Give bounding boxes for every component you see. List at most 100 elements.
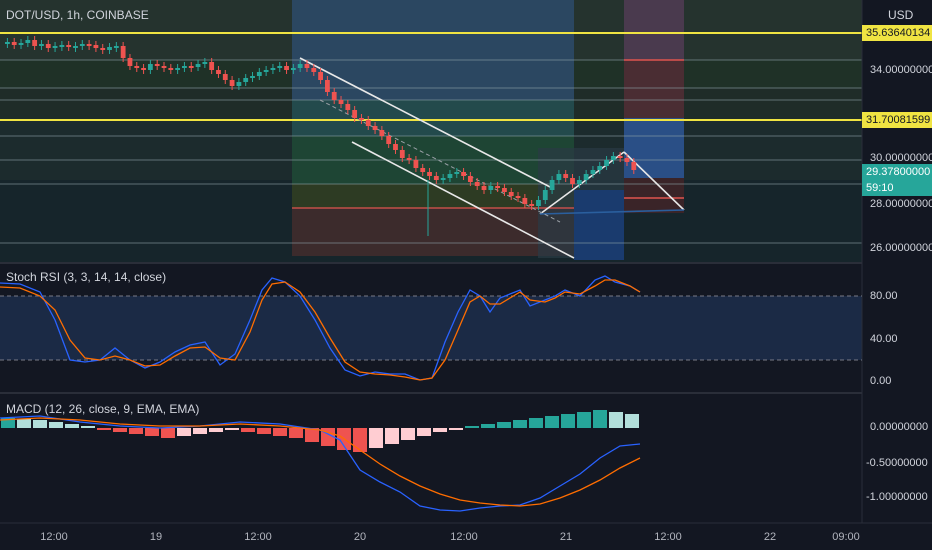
candle-body bbox=[372, 126, 378, 130]
candle-body bbox=[202, 62, 208, 64]
stoch-k-line bbox=[0, 275, 641, 381]
macd-line bbox=[0, 415, 641, 512]
candle-body bbox=[379, 130, 385, 136]
candle-body bbox=[393, 144, 398, 150]
candle-body bbox=[18, 43, 24, 45]
candle-body bbox=[529, 204, 535, 206]
candle-body bbox=[549, 180, 555, 190]
candle-body bbox=[413, 160, 419, 168]
time-label-9: 09:00 bbox=[832, 531, 860, 543]
price-tick-30: 30.00000000 bbox=[870, 152, 932, 164]
candle-body bbox=[93, 45, 99, 48]
candle-body bbox=[284, 66, 289, 70]
candle-body bbox=[79, 44, 85, 46]
macd-histogram-bar bbox=[353, 428, 367, 452]
candle-body bbox=[624, 158, 630, 162]
candle-body bbox=[440, 178, 446, 180]
time-label-5: 12:00 bbox=[450, 531, 478, 543]
candle-body bbox=[433, 176, 439, 180]
descending-channel bbox=[299, 57, 685, 259]
candle-body bbox=[11, 42, 17, 45]
candle-body bbox=[576, 180, 582, 184]
candle-body bbox=[5, 42, 10, 44]
candle-body bbox=[563, 174, 569, 178]
macd-histogram-bar bbox=[593, 410, 607, 428]
candle-body bbox=[610, 156, 616, 160]
time-label-4: 20 bbox=[353, 531, 367, 543]
candle-body bbox=[488, 186, 494, 190]
macd-histogram-bar bbox=[401, 428, 415, 440]
macd-histogram-bar bbox=[625, 414, 639, 428]
candle-body bbox=[359, 118, 364, 120]
macd-histogram-bar bbox=[129, 428, 143, 434]
candle-body bbox=[263, 70, 269, 72]
candle-body bbox=[290, 68, 296, 70]
macd-histogram-bar bbox=[49, 422, 63, 428]
candle-body bbox=[583, 174, 589, 180]
candle-body bbox=[502, 188, 507, 192]
candle-body bbox=[481, 186, 487, 190]
candle-body bbox=[495, 186, 501, 188]
candle-body bbox=[590, 170, 596, 174]
candle-body bbox=[420, 168, 426, 172]
candle-body bbox=[597, 166, 603, 170]
candle-body bbox=[250, 76, 255, 78]
resistance-high-price-tag: 35.63640134 bbox=[862, 25, 932, 41]
candle-body bbox=[154, 64, 160, 66]
macd-histogram-bar bbox=[609, 412, 623, 428]
macd-histogram-bar bbox=[65, 424, 79, 428]
fib-retracement-zones bbox=[0, 0, 862, 262]
candle-body bbox=[175, 68, 181, 70]
macd-histogram-bar bbox=[497, 422, 511, 428]
candle-body bbox=[113, 46, 119, 48]
candle-body bbox=[182, 66, 187, 68]
candle-body bbox=[256, 72, 262, 76]
candle-body bbox=[399, 150, 405, 158]
macd-histogram-bar bbox=[433, 428, 447, 432]
countdown-tag: 59:10 bbox=[862, 180, 932, 196]
macd-histogram-bar bbox=[545, 416, 559, 428]
candle-body bbox=[161, 66, 167, 68]
macd-pane-bg bbox=[0, 394, 862, 522]
macd-histogram-bar bbox=[417, 428, 431, 436]
candle-body bbox=[134, 66, 140, 68]
macd-histogram-bar bbox=[97, 428, 111, 430]
macd-histogram-bar bbox=[289, 428, 303, 438]
candle-body bbox=[338, 100, 344, 104]
candle-body bbox=[318, 72, 323, 80]
macd-histogram-bar bbox=[449, 428, 463, 430]
macd-label[interactable]: MACD (12, 26, close, 9, EMA, EMA) bbox=[6, 402, 200, 416]
candle-body bbox=[427, 172, 432, 176]
candlesticks bbox=[5, 36, 637, 236]
candle-body bbox=[604, 160, 609, 166]
candle-body bbox=[107, 47, 112, 50]
stoch-band bbox=[0, 296, 862, 360]
resistance-low-price-tag: 31.70081599 bbox=[862, 112, 932, 128]
candle-body bbox=[100, 48, 106, 50]
macd-histogram-bar bbox=[209, 428, 223, 432]
price-tick-34: 34.00000000 bbox=[870, 64, 932, 76]
macd-histogram-bar bbox=[17, 419, 31, 428]
macd-histogram-bar bbox=[1, 418, 15, 428]
macd-histogram-bar bbox=[113, 428, 127, 432]
candle-body bbox=[467, 176, 473, 182]
candle-body bbox=[325, 80, 330, 92]
candle-body bbox=[447, 174, 453, 178]
macd-histogram-bar bbox=[225, 428, 239, 430]
time-label-3: 12:00 bbox=[244, 531, 272, 543]
candle-body bbox=[25, 40, 31, 43]
channel-midline bbox=[319, 99, 561, 223]
candle-body bbox=[120, 46, 126, 58]
candle-body bbox=[365, 120, 371, 126]
candle-body bbox=[297, 64, 303, 68]
price-tick-26: 26.00000000 bbox=[870, 242, 932, 254]
candle-body bbox=[386, 136, 392, 144]
candle-body bbox=[311, 68, 317, 72]
macd-histogram-bar bbox=[465, 426, 479, 428]
stoch-rsi-label[interactable]: Stoch RSI (3, 3, 14, 14, close) bbox=[6, 270, 167, 284]
symbol-title[interactable]: DOT/USD, 1h, COINBASE bbox=[6, 8, 149, 22]
candle-body bbox=[147, 64, 153, 70]
candle-body bbox=[461, 172, 466, 176]
candle-body bbox=[454, 172, 460, 174]
